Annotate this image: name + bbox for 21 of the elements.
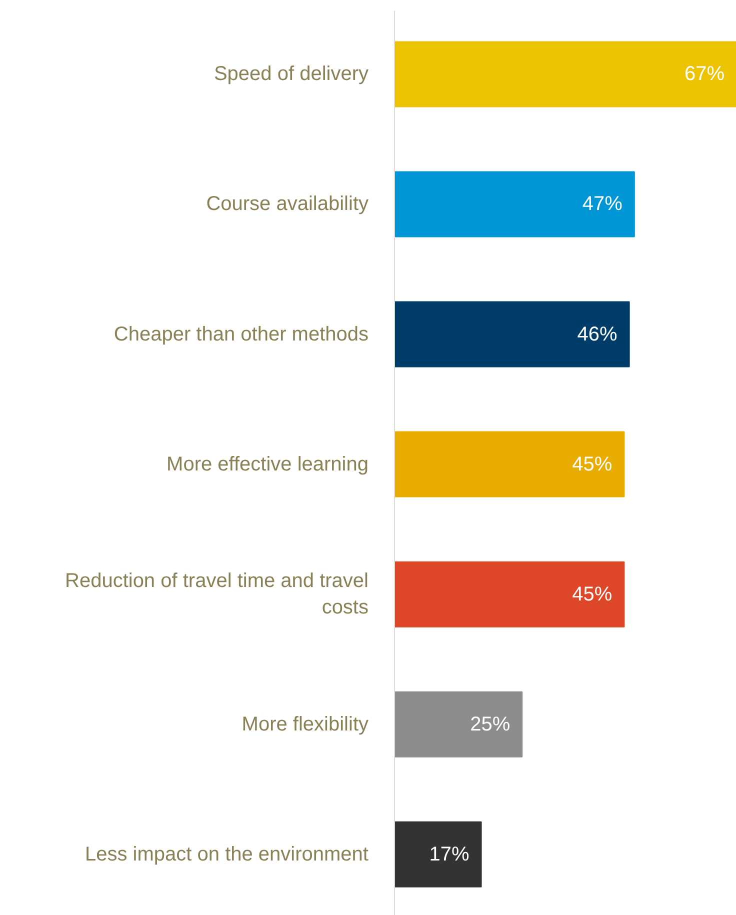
data-label: 17% [429,843,470,866]
data-label: 25% [470,713,510,736]
y-tick-label: Speed of delivery [214,63,369,86]
bar [394,41,736,108]
y-tick-label: Cheaper than other methods [114,323,368,346]
bar [394,821,482,888]
bar [394,691,523,758]
y-tick-label: Reduction of travel time and travel costs [65,570,369,619]
y-tick-label: More flexibility [242,713,369,736]
y-tick-label: Course availability [206,193,368,216]
bar [394,561,625,628]
data-label: 45% [572,583,612,606]
bar [394,431,625,498]
y-tick-label: Less impact on the environment [85,843,369,866]
y-tick-label: More effective learning [166,453,369,476]
data-label: 46% [577,323,618,346]
data-label: 45% [572,453,612,476]
data-label: 67% [684,63,725,86]
bar [394,301,630,368]
bar [394,171,635,238]
data-label: 47% [582,193,623,216]
